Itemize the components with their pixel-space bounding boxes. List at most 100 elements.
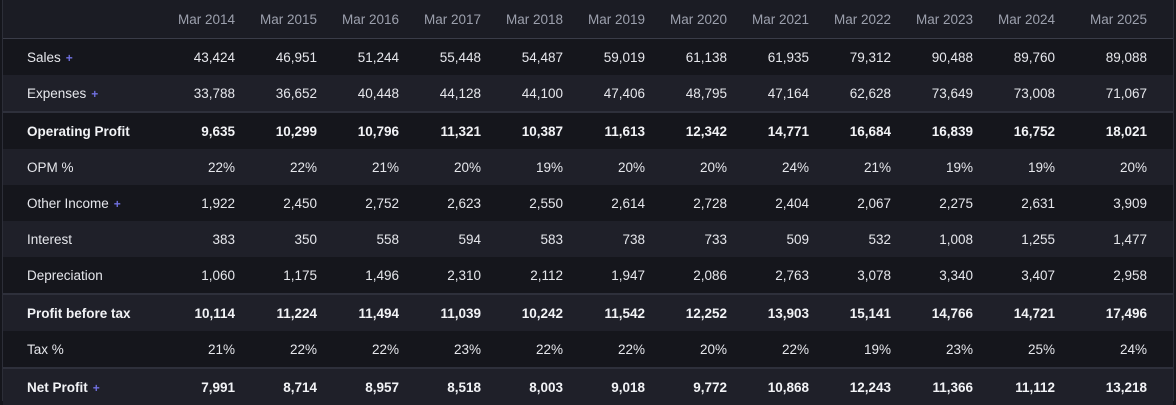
row-label-text: Operating Profit [27,123,130,139]
column-header: Mar 2018 [489,0,571,39]
value-cell: 2,623 [407,185,489,221]
value-cell: 23% [407,331,489,368]
value-cell: 22% [161,149,243,185]
value-cell: 1,477 [1063,221,1173,257]
value-cell: 2,958 [1063,257,1173,294]
column-header: Mar 2016 [325,0,407,39]
table-row: Sales +43,424 46,951 51,244 55,448 54,487 59,0… [3,38,1173,75]
value-cell: 14,721 [981,293,1063,331]
value-cell: 61,935 [735,38,817,75]
value-cell: 558 [325,221,407,257]
value-cell: 2,112 [489,257,571,294]
expand-plus-icon[interactable]: + [92,380,100,395]
value-cell: 11,224 [243,293,325,331]
table-row: Operating Profit 9,635 10,299 10,796 11,321 1… [3,111,1173,149]
value-cell: 509 [735,221,817,257]
value-cell: 79,312 [817,38,899,75]
value-cell: 22% [735,331,817,368]
value-cell: 44,100 [489,75,571,112]
value-cell: 9,772 [653,367,735,405]
value-cell: 20% [571,149,653,185]
value-cell: 71,067 [1063,75,1173,112]
header-label-cell [3,0,161,39]
value-cell: 9,018 [571,367,653,405]
value-cell: 10,114 [161,293,243,331]
value-cell: 17,496 [1063,293,1173,331]
value-cell: 12,342 [653,111,735,149]
value-cell: 44,128 [407,75,489,112]
value-cell: 40,448 [325,75,407,112]
value-cell: 8,518 [407,367,489,405]
row-label[interactable]: Other Income + [3,185,161,221]
value-cell: 18,021 [1063,111,1173,149]
header-row: Mar 2014 Mar 2015 Mar 2016 Mar 2017 Mar 2018… [3,0,1173,39]
value-cell: 10,242 [489,293,571,331]
value-cell: 8,714 [243,367,325,405]
value-cell: 89,760 [981,38,1063,75]
column-header: Mar 2025 [1063,0,1173,39]
table-row: Profit before tax 10,114 11,224 11,494 11,03… [3,293,1173,331]
value-cell: 24% [1063,331,1173,368]
value-cell: 16,839 [899,111,981,149]
row-label[interactable]: Sales + [3,38,161,75]
value-cell: 594 [407,221,489,257]
row-label: Operating Profit [3,111,161,149]
value-cell: 19% [817,331,899,368]
row-label: Depreciation [3,257,161,294]
table-row: Net Profit +7,991 8,714 8,957 8,518 8,003 9,01… [3,367,1173,405]
column-header: Mar 2021 [735,0,817,39]
value-cell: 19% [981,149,1063,185]
value-cell: 54,487 [489,38,571,75]
value-cell: 22% [243,331,325,368]
row-label: Tax % [3,331,161,368]
value-cell: 7,991 [161,367,243,405]
column-header: Mar 2015 [243,0,325,39]
column-header: Mar 2014 [161,0,243,39]
row-label-text: OPM % [27,159,74,175]
table-row: Interest 383 350 558 594 583 738 733 509 532 1,008… [3,221,1173,257]
value-cell: 51,244 [325,38,407,75]
value-cell: 10,387 [489,111,571,149]
row-label-text: Profit before tax [27,305,131,321]
value-cell: 24% [735,149,817,185]
row-label[interactable]: Expenses + [3,75,161,112]
value-cell: 36,652 [243,75,325,112]
row-label[interactable]: Net Profit + [3,367,161,405]
profit-loss-table: Mar 2014 Mar 2015 Mar 2016 Mar 2017 Mar 2018… [3,0,1173,405]
value-cell: 43,424 [161,38,243,75]
value-cell: 2,310 [407,257,489,294]
value-cell: 11,542 [571,293,653,331]
value-cell: 11,366 [899,367,981,405]
value-cell: 21% [817,149,899,185]
value-cell: 2,631 [981,185,1063,221]
value-cell: 3,340 [899,257,981,294]
value-cell: 11,613 [571,111,653,149]
expand-plus-icon[interactable]: + [113,196,121,211]
column-header: Mar 2022 [817,0,899,39]
value-cell: 1,496 [325,257,407,294]
value-cell: 25% [981,331,1063,368]
value-cell: 1,175 [243,257,325,294]
row-label-text: Net Profit [27,379,88,395]
value-cell: 19% [489,149,571,185]
column-header: Mar 2017 [407,0,489,39]
expand-plus-icon[interactable]: + [65,50,73,65]
value-cell: 73,649 [899,75,981,112]
table-row: Tax % 21% 22% 22% 23% 22% 22% 20% 22% 19% 23% 25% 24… [3,331,1173,368]
value-cell: 8,003 [489,367,571,405]
expand-plus-icon[interactable]: + [91,86,99,101]
value-cell: 12,252 [653,293,735,331]
value-cell: 22% [243,149,325,185]
value-cell: 20% [1063,149,1173,185]
value-cell: 8,957 [325,367,407,405]
value-cell: 20% [653,331,735,368]
value-cell: 22% [325,331,407,368]
value-cell: 23% [899,331,981,368]
value-cell: 14,771 [735,111,817,149]
value-cell: 11,494 [325,293,407,331]
row-label: OPM % [3,149,161,185]
value-cell: 1,060 [161,257,243,294]
value-cell: 733 [653,221,735,257]
value-cell: 3,407 [981,257,1063,294]
